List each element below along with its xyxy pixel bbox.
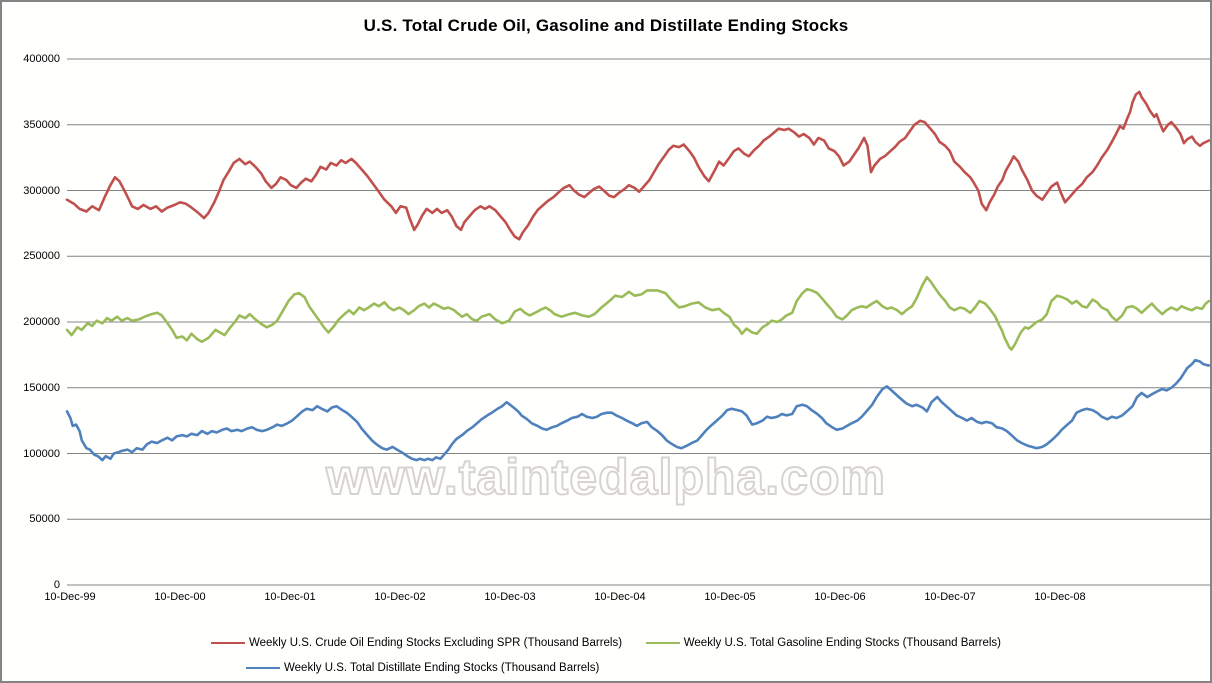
legend-line-swatch-distillate — [246, 666, 280, 669]
legend-row-2: Weekly U.S. Total Distillate Ending Stoc… — [211, 655, 1001, 680]
y-axis-tick-label-300000: 300000 — [23, 184, 60, 197]
x-axis-tick-label-10-Dec-03: 10-Dec-03 — [484, 591, 536, 603]
legend-line-swatch-gasoline — [645, 641, 680, 644]
y-axis-tick-label-100000: 100000 — [23, 447, 60, 460]
x-axis-tick-label-10-Dec-07: 10-Dec-07 — [924, 591, 976, 603]
legend-item-crude: Weekly U.S. Crude Oil Ending Stocks Excl… — [211, 637, 622, 649]
x-axis-tick-label-10-Dec-08: 10-Dec-08 — [1034, 591, 1086, 603]
y-axis-tick-label-250000: 250000 — [23, 250, 60, 263]
legend-label-crude: Weekly U.S. Crude Oil Ending Stocks Excl… — [249, 636, 623, 649]
legend: Weekly U.S. Crude Oil Ending Stocks Excl… — [2, 630, 1210, 680]
y-axis-tick-label-50000: 50000 — [29, 513, 60, 526]
legend-label-distillate: Weekly U.S. Total Distillate Ending Stoc… — [284, 661, 600, 674]
y-axis-tick-label-350000: 350000 — [23, 118, 60, 131]
x-axis-tick-label-10-Dec-04: 10-Dec-04 — [594, 591, 646, 603]
legend-label-gasoline: Weekly U.S. Total Gasoline Ending Stocks… — [683, 636, 1001, 649]
y-axis-tick-label-150000: 150000 — [23, 381, 60, 394]
watermark-text: www.taintedalpha.com — [325, 448, 886, 506]
series-line-gasoline — [65, 275, 1210, 351]
y-axis-tick-label-400000: 400000 — [23, 53, 60, 65]
x-axis-tick-label-10-Dec-05: 10-Dec-05 — [704, 591, 756, 603]
chart-title: U.S. Total Crude Oil, Gasoline and Disti… — [363, 16, 849, 35]
x-axis-tick-label-10-Dec-99: 10-Dec-99 — [44, 591, 96, 603]
x-axis-tick-label-10-Dec-06: 10-Dec-06 — [814, 591, 866, 603]
y-axis-tick-label-200000: 200000 — [23, 316, 60, 328]
legend-item-gasoline: Weekly U.S. Total Gasoline Ending Stocks… — [645, 636, 1001, 649]
series-line-crude — [65, 90, 1210, 241]
legend-row-1: Weekly U.S. Crude Oil Ending Stocks Excl… — [211, 630, 1001, 655]
series-line-distillate — [65, 358, 1210, 462]
x-axis-tick-label-10-Dec-01: 10-Dec-01 — [264, 591, 316, 603]
y-axis-tick-label-0: 0 — [53, 579, 60, 591]
x-axis-tick-label-10-Dec-00: 10-Dec-00 — [154, 591, 206, 603]
legend-line-swatch-crude — [211, 641, 245, 644]
legend-item-distillate: Weekly U.S. Total Distillate Ending Stoc… — [246, 662, 599, 674]
x-axis-tick-label-10-Dec-02: 10-Dec-02 — [374, 591, 426, 603]
